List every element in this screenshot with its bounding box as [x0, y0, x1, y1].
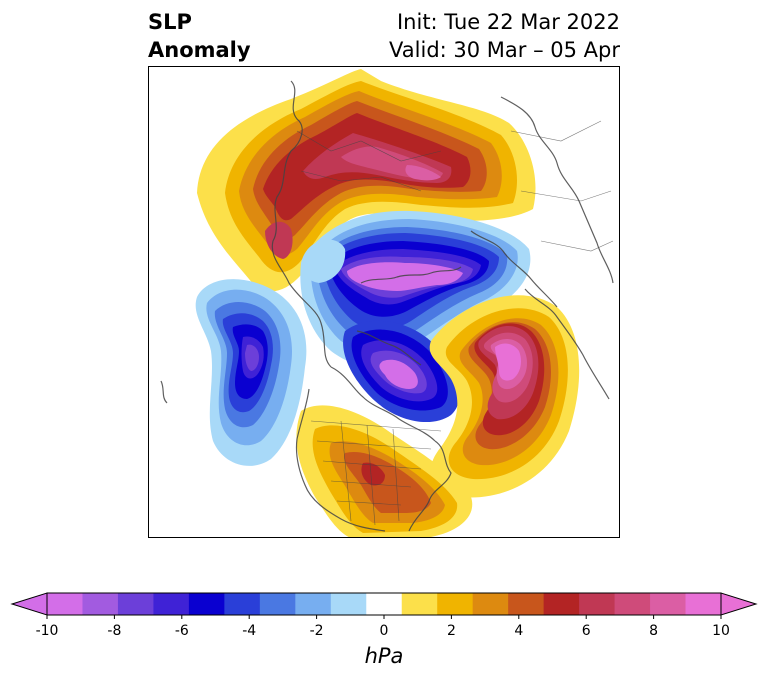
colorbar-bins	[10, 592, 758, 616]
us-high	[296, 405, 473, 537]
valid-range: Valid: 30 Mar – 05 Apr	[389, 38, 620, 62]
pacific-low	[195, 279, 307, 466]
colorbar: -10 -8 -6 -4 -2 0 2 4 6 8 10	[10, 592, 758, 639]
colorbar-bin	[330, 593, 367, 615]
colorbar-tick-label: -10	[36, 623, 59, 639]
colorbar-bin	[153, 593, 190, 615]
map-panel	[148, 66, 620, 538]
colorbar-ticks: -10 -8 -6 -4 -2 0 2 4 6 8 10	[36, 615, 730, 639]
colorbar-bin	[543, 593, 580, 615]
colorbar-tick-label: -6	[175, 623, 189, 639]
colorbar-extend-high	[720, 592, 758, 616]
colorbar-tick-label: -2	[310, 623, 324, 639]
colorbar-tick-label: 4	[514, 623, 523, 639]
colorbar-bin	[614, 593, 651, 615]
colorbar-extend-low	[10, 592, 48, 616]
colorbar-bin	[579, 593, 616, 615]
colorbar-bin	[259, 593, 296, 615]
anomaly-map	[149, 69, 619, 537]
title-right: Init: Tue 22 Mar 2022 Valid: 30 Mar – 05…	[389, 8, 620, 64]
title-variable: SLP	[148, 10, 192, 34]
atlantic-high	[429, 295, 580, 498]
anomaly-contours	[149, 69, 619, 537]
colorbar-tick-label: -4	[242, 623, 256, 639]
colorbar-tick-label: 0	[380, 623, 389, 639]
colorbar-tick-label: -8	[107, 623, 121, 639]
colorbar-bin	[295, 593, 332, 615]
political-borders-overlay	[296, 120, 614, 526]
siberia-high	[197, 69, 536, 292]
colorbar-bin	[366, 593, 403, 615]
colorbar-bin	[224, 593, 261, 615]
colorbar-bin	[82, 593, 119, 615]
colorbar-tick-label: 8	[649, 623, 658, 639]
colorbar-bin	[472, 593, 509, 615]
colorbar-tick-label: 10	[712, 623, 730, 639]
colorbar-bin	[508, 593, 545, 615]
init-date: Init: Tue 22 Mar 2022	[396, 10, 620, 34]
colorbar-bin	[650, 593, 687, 615]
colorbar-tick-label: 2	[447, 623, 456, 639]
colorbar-tick-label: 6	[582, 623, 591, 639]
title-left: SLP Anomaly	[148, 8, 251, 64]
colorbar-bin	[437, 593, 474, 615]
coastlines-overlay	[160, 80, 614, 532]
colorbar-bin	[401, 593, 438, 615]
colorbar-units: hPa	[364, 644, 404, 668]
colorbar-bin	[188, 593, 225, 615]
colorbar-bin	[47, 593, 83, 615]
hudson-low	[343, 320, 460, 423]
colorbar-bin	[685, 593, 722, 615]
title-field: Anomaly	[148, 38, 251, 62]
colorbar-bin	[117, 593, 154, 615]
